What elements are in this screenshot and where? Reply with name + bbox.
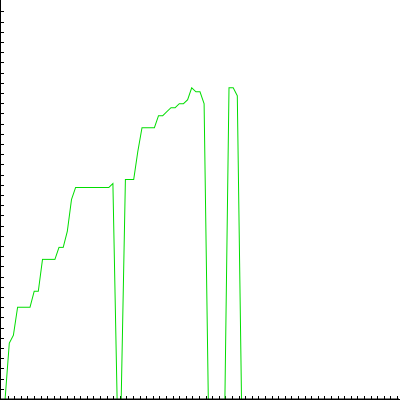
- series-group: [1, 86, 399, 400]
- series-line-1: [1, 86, 399, 400]
